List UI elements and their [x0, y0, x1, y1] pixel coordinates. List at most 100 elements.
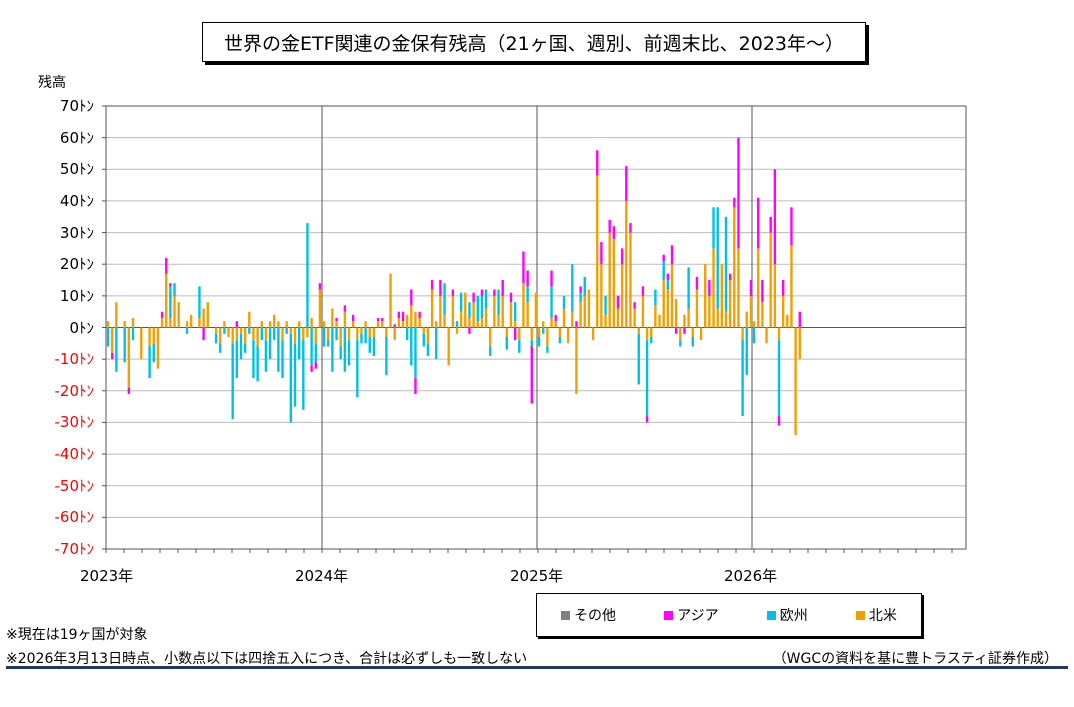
bar-north-america — [773, 264, 777, 328]
bar-north-america — [347, 327, 351, 341]
bar-europe — [273, 327, 276, 341]
bar-europe — [480, 295, 484, 319]
bar-north-america — [148, 327, 151, 347]
bar-north-america — [285, 321, 288, 328]
bar-europe — [691, 336, 694, 347]
bar-north-america — [554, 321, 557, 328]
bar-asia — [472, 292, 475, 303]
bar-north-america — [476, 321, 479, 328]
y-tick-label: -50ﾄﾝ — [54, 476, 95, 495]
bar-north-america — [173, 295, 176, 328]
bar-asia — [641, 286, 645, 296]
bar-north-america — [749, 295, 753, 328]
bar-europe — [302, 340, 305, 410]
legend-label-europe: 欧州 — [779, 608, 808, 624]
bar-europe — [583, 276, 586, 296]
bar-europe — [123, 327, 126, 363]
bar-europe — [777, 340, 781, 417]
bar-asia — [616, 295, 620, 309]
bar-north-america — [314, 327, 317, 344]
bar-asia — [351, 314, 355, 322]
bar-north-america — [206, 302, 209, 328]
bar-north-america — [360, 327, 363, 334]
bar-asia — [645, 416, 649, 423]
bar-europe — [131, 327, 135, 341]
bar-asia — [629, 223, 632, 233]
bar-asia — [393, 324, 396, 328]
x-tick-label: 2024年 — [295, 567, 349, 585]
bar-asia — [480, 289, 484, 296]
bar-north-america — [389, 273, 392, 328]
bar-asia — [111, 352, 114, 360]
bar-europe — [343, 327, 347, 372]
bar-north-america — [501, 295, 504, 328]
y-tick-label: 0ﾄﾝ — [69, 318, 94, 337]
bar-asia — [600, 242, 603, 265]
bar-north-america — [414, 311, 417, 328]
bar-north-america — [546, 327, 549, 347]
bar-europe — [252, 340, 255, 379]
bar-north-america — [629, 232, 632, 328]
chart-title: 世界の金ETF関連の金保有残高（21ヶ国、週別、前週末比、2023年～） — [202, 22, 866, 62]
bar-europe — [604, 295, 607, 315]
bar-north-america — [708, 295, 711, 328]
bar-north-america — [600, 264, 603, 328]
bar-north-america — [616, 308, 620, 328]
bar-north-america — [670, 264, 674, 328]
bar-north-america — [745, 311, 748, 328]
bar-europe — [476, 295, 479, 322]
legend-swatch-north-america — [855, 610, 865, 620]
bar-asia — [550, 270, 553, 287]
bar-asia — [343, 305, 347, 312]
bar-north-america — [202, 308, 205, 328]
bar-europe — [410, 327, 413, 366]
y-tick-label: 70ﾄﾝ — [59, 97, 94, 115]
bar-europe — [293, 343, 297, 407]
bar-north-america — [571, 311, 574, 328]
bar-europe — [372, 336, 376, 356]
bar-north-america — [397, 318, 401, 328]
bar-europe — [654, 289, 657, 306]
bar-north-america — [435, 321, 438, 328]
x-tick-label: 2023年 — [80, 567, 134, 585]
bar-north-america — [264, 327, 268, 341]
bar-europe — [426, 343, 430, 356]
bar-europe — [637, 333, 640, 385]
bar-north-america — [426, 327, 430, 344]
bar-asia — [695, 276, 699, 290]
bar-europe — [687, 267, 690, 309]
bar-europe — [231, 343, 234, 420]
bar-europe — [106, 327, 110, 347]
bar-asia — [381, 318, 384, 322]
bar-europe — [422, 333, 425, 347]
bar-asia — [728, 273, 732, 281]
bar-north-america — [422, 327, 425, 334]
bar-europe — [546, 346, 549, 353]
bar-north-america — [335, 321, 338, 328]
bar-europe — [339, 346, 342, 360]
bar-north-america — [728, 280, 732, 328]
bar-north-america — [712, 248, 715, 328]
bar-asia — [439, 280, 442, 296]
bar-north-america — [724, 311, 728, 328]
bar-europe — [571, 264, 574, 312]
bar-asia — [169, 283, 172, 287]
bar-asia — [202, 327, 205, 341]
bar-asia — [683, 327, 686, 334]
y-tick-label: -70ﾄﾝ — [54, 540, 95, 558]
bar-europe — [562, 295, 566, 309]
bar-europe — [185, 327, 189, 334]
bar-north-america — [733, 207, 736, 328]
bar-north-america — [227, 327, 230, 337]
chart-title-text: 世界の金ETF関連の金保有残高（21ヶ国、週別、前週末比、2023年～） — [223, 32, 845, 55]
bar-north-america — [790, 245, 793, 328]
bar-north-america — [322, 321, 326, 328]
bar-north-america — [165, 273, 168, 328]
bar-north-america — [518, 327, 521, 341]
bar-north-america — [439, 295, 442, 328]
bar-asia — [127, 387, 131, 394]
bar-north-america — [716, 308, 719, 328]
bar-asia — [777, 416, 781, 426]
bar-asia — [666, 273, 670, 281]
bar-north-america — [343, 311, 347, 328]
